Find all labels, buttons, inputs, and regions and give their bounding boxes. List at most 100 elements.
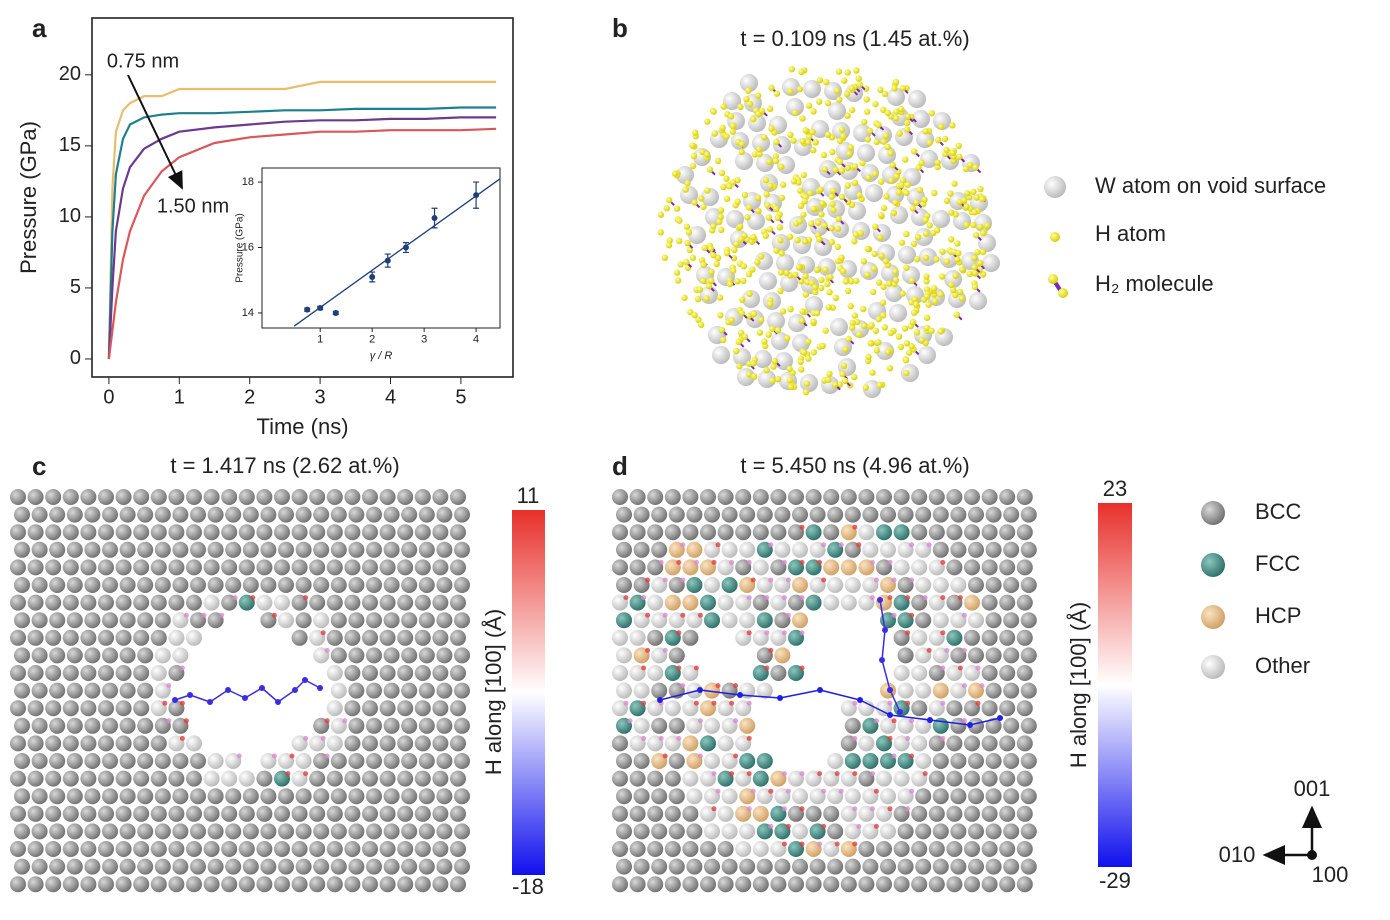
lattice-atom xyxy=(1020,577,1037,593)
lattice-atom xyxy=(981,489,998,505)
h-atom xyxy=(818,284,825,292)
h-dot xyxy=(183,612,189,618)
h-atom xyxy=(902,156,909,163)
h-atom xyxy=(809,128,816,136)
h-atom xyxy=(872,100,879,108)
h-atom xyxy=(810,349,818,356)
h-atom xyxy=(820,151,828,159)
h-atom xyxy=(816,98,823,105)
h-atom xyxy=(948,209,955,216)
lattice-atom xyxy=(14,541,30,558)
h-atom xyxy=(821,166,829,173)
lattice-atom xyxy=(168,489,185,505)
h-atom xyxy=(772,157,780,165)
lattice-atom xyxy=(326,700,343,717)
lattice-atom xyxy=(119,823,136,840)
lattice-atom xyxy=(436,541,453,558)
lattice-atom xyxy=(752,805,769,822)
lattice-atom xyxy=(150,594,167,611)
lattice-atom xyxy=(278,858,294,875)
h-dot xyxy=(166,718,172,724)
lattice-atom xyxy=(612,805,628,822)
h-atom xyxy=(730,255,738,262)
lattice-atom xyxy=(911,735,928,752)
lattice-atom xyxy=(62,559,79,576)
h-atom xyxy=(694,295,702,303)
lattice-atom xyxy=(454,788,470,805)
h-atom xyxy=(943,258,951,265)
h-dot xyxy=(768,823,774,829)
lattice-atom xyxy=(14,788,30,805)
h-dot xyxy=(785,612,791,618)
lattice-atom xyxy=(633,717,650,734)
lattice-atom xyxy=(154,647,171,664)
h-dot xyxy=(645,612,651,618)
lattice-atom xyxy=(295,823,312,840)
h-atom xyxy=(801,238,809,245)
lattice-atom xyxy=(49,682,66,699)
lattice-atom xyxy=(256,489,273,505)
lattice-atom xyxy=(1016,594,1033,611)
h-bond xyxy=(227,689,246,699)
lattice-atom xyxy=(932,612,949,629)
h-atom xyxy=(864,271,871,279)
h-atom xyxy=(697,195,705,202)
lattice-atom xyxy=(928,489,945,505)
h-atom xyxy=(943,197,951,204)
lattice-atom xyxy=(1003,858,1020,875)
lattice-atom xyxy=(827,823,844,840)
h-atom xyxy=(811,284,819,291)
lattice-atom xyxy=(858,735,875,752)
lattice-atom xyxy=(362,700,378,717)
lattice-atom xyxy=(418,717,435,734)
h-dot xyxy=(658,735,664,741)
lattice-atom xyxy=(981,594,998,611)
lattice-atom xyxy=(432,876,449,893)
h-dot xyxy=(285,771,291,777)
lattice-atom xyxy=(1020,647,1037,664)
lattice-atom xyxy=(454,647,470,664)
lattice-atom xyxy=(133,735,150,752)
h-dot xyxy=(869,559,875,565)
lattice-atom xyxy=(964,876,980,893)
colorbar-min: -29 xyxy=(1099,868,1131,893)
lattice-atom xyxy=(27,805,44,822)
lattice-atom xyxy=(31,612,48,629)
h-dot xyxy=(852,524,858,530)
lattice-atom xyxy=(717,524,734,541)
h-atom xyxy=(884,143,891,151)
y-tick-label: 15 xyxy=(59,134,81,156)
lattice-atom xyxy=(946,735,963,752)
lattice-atom xyxy=(686,788,703,805)
lattice-atom xyxy=(664,805,681,822)
h-atom xyxy=(827,273,834,281)
lattice-atom xyxy=(774,541,791,558)
h-dot xyxy=(873,718,879,724)
h-atom xyxy=(964,190,971,197)
lattice-atom xyxy=(190,753,206,769)
lattice-atom xyxy=(968,647,984,664)
h-dot xyxy=(979,683,985,689)
h-atom xyxy=(851,163,859,170)
h-dot xyxy=(166,683,172,689)
h-dot xyxy=(869,806,875,812)
lattice-atom xyxy=(633,506,650,523)
lattice-atom xyxy=(154,577,171,593)
h-atom xyxy=(805,338,812,345)
h-dot xyxy=(817,841,823,847)
lattice-atom xyxy=(45,629,62,646)
lattice-atom xyxy=(844,506,861,523)
lattice-atom xyxy=(348,647,365,664)
lattice-atom xyxy=(401,682,418,699)
h-dot xyxy=(957,595,963,601)
lattice-atom xyxy=(436,612,453,629)
h-atom xyxy=(972,164,979,171)
lattice-atom xyxy=(45,524,62,541)
lattice-atom xyxy=(344,735,361,752)
h-atom xyxy=(851,373,858,381)
h-atom xyxy=(902,357,910,364)
h-dot xyxy=(662,753,668,759)
h-atom xyxy=(829,148,836,156)
lattice-atom xyxy=(792,506,808,523)
w-atom xyxy=(830,318,848,336)
